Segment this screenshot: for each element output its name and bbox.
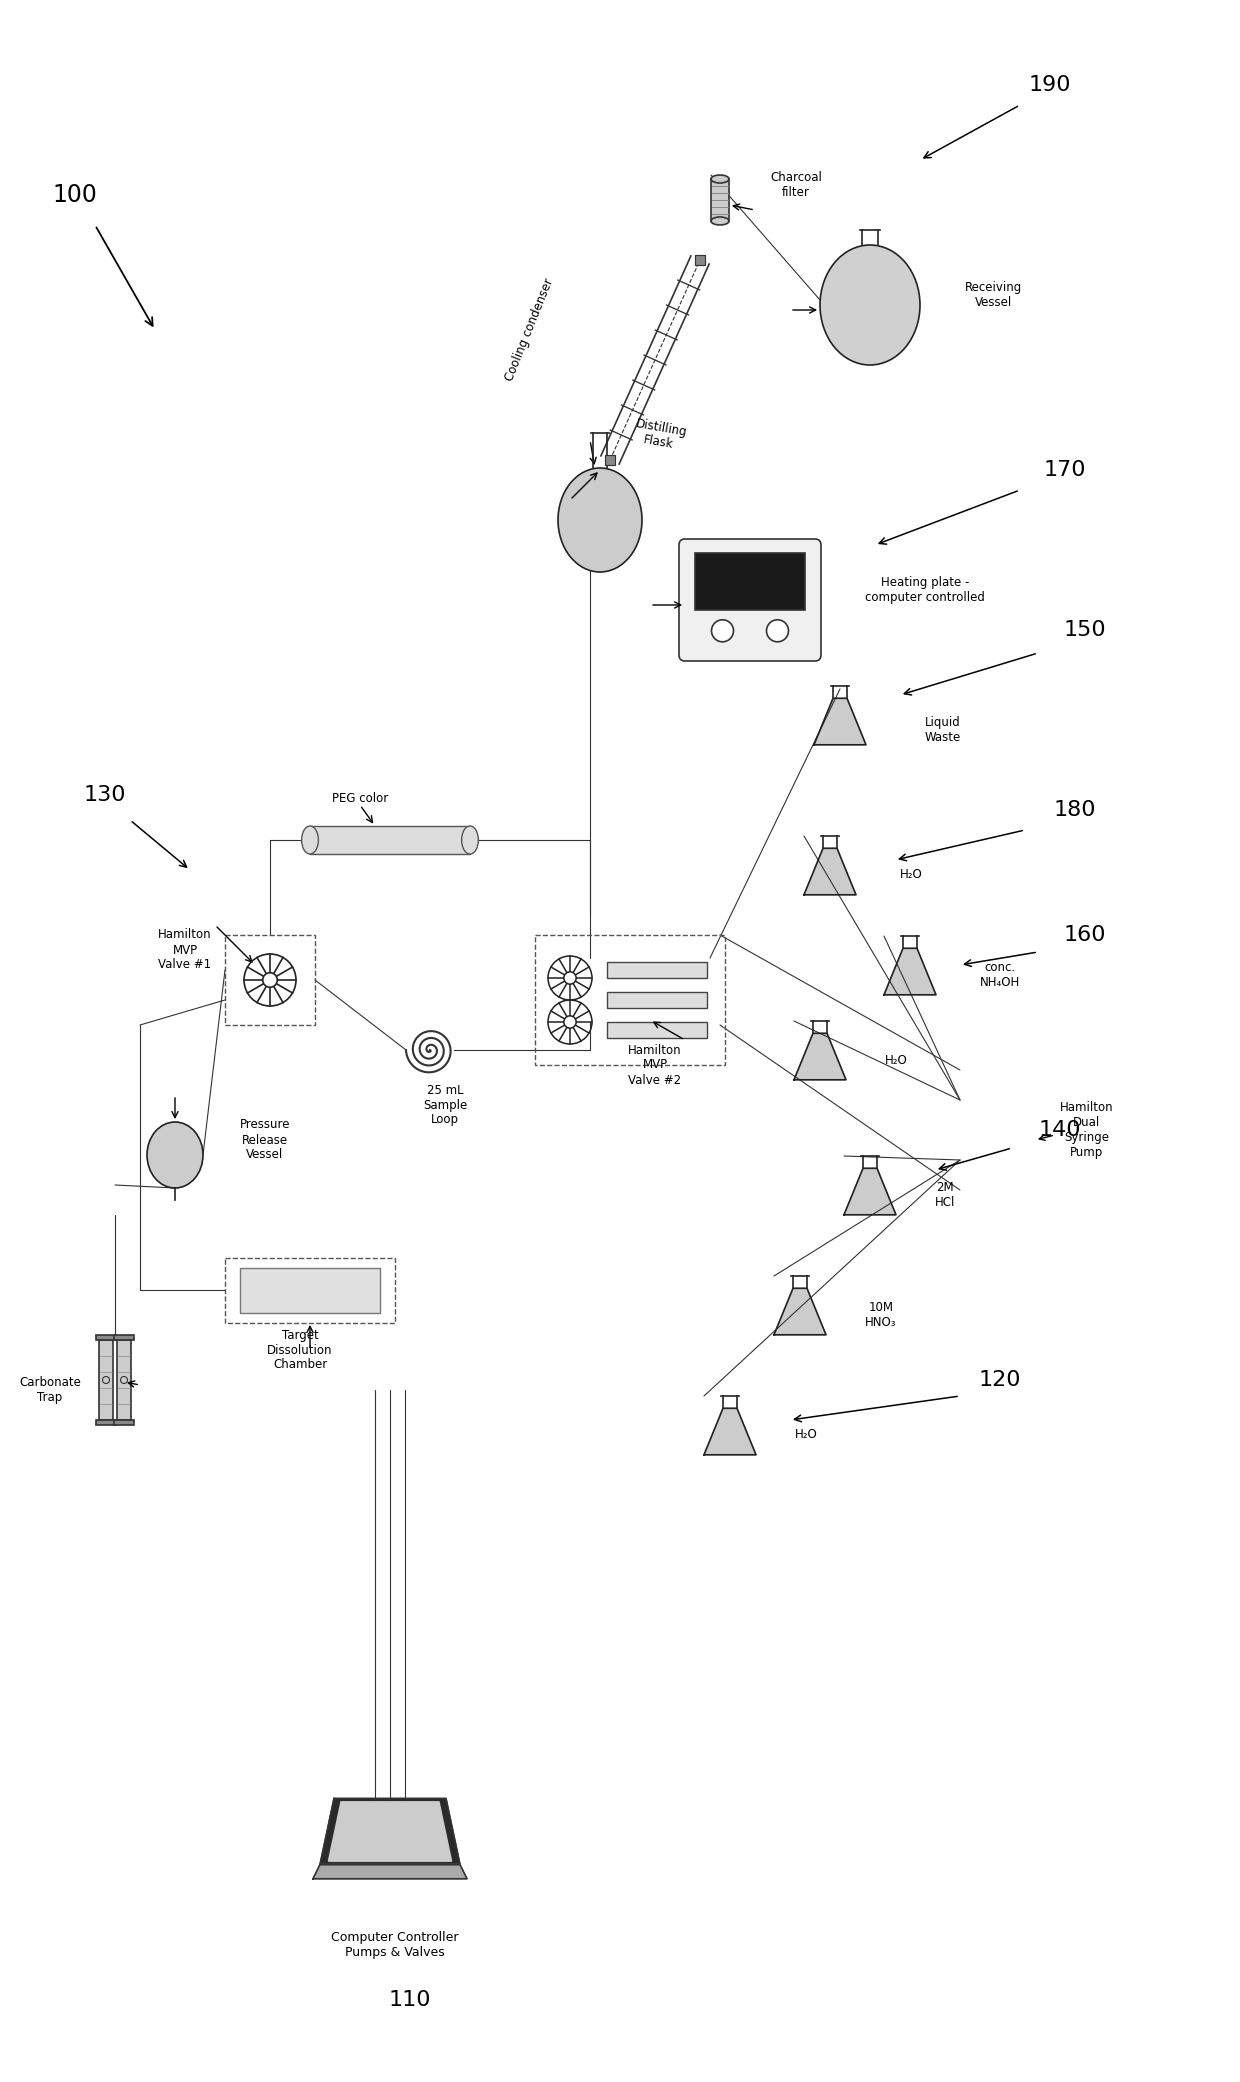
Text: Cooling condenser: Cooling condenser — [503, 277, 557, 383]
Text: conc.
NH₄OH: conc. NH₄OH — [980, 962, 1021, 989]
Text: 2M
HCl: 2M HCl — [935, 1180, 955, 1210]
Polygon shape — [884, 947, 936, 995]
Text: 100: 100 — [52, 183, 98, 206]
Polygon shape — [804, 847, 856, 895]
Bar — [241, 1268, 379, 1312]
Polygon shape — [320, 1799, 460, 1865]
Bar — [608, 1022, 707, 1039]
Circle shape — [766, 620, 789, 641]
Polygon shape — [774, 1289, 826, 1335]
Bar — [95, 1335, 117, 1341]
Ellipse shape — [148, 1122, 203, 1189]
Bar — [99, 1341, 113, 1420]
Bar — [117, 1341, 131, 1420]
Polygon shape — [813, 697, 866, 745]
Text: PEG color: PEG color — [332, 791, 388, 804]
Text: Hamilton
MVP
Valve #1: Hamilton MVP Valve #1 — [159, 929, 212, 972]
Text: 140: 140 — [1039, 1120, 1081, 1141]
Text: 190: 190 — [1029, 75, 1071, 96]
Polygon shape — [704, 1407, 756, 1455]
Bar — [95, 1420, 117, 1424]
Circle shape — [564, 972, 577, 985]
Ellipse shape — [301, 827, 319, 854]
Text: Target
Dissolution
Chamber: Target Dissolution Chamber — [268, 1328, 332, 1372]
Text: 180: 180 — [1054, 799, 1096, 820]
Text: Computer Controller
Pumps & Valves: Computer Controller Pumps & Valves — [331, 1930, 459, 1959]
Text: Liquid
Waste: Liquid Waste — [925, 716, 961, 743]
FancyBboxPatch shape — [680, 539, 821, 660]
Circle shape — [564, 1016, 577, 1029]
Circle shape — [712, 620, 734, 641]
Bar — [711, 179, 729, 221]
Ellipse shape — [558, 468, 642, 573]
Bar — [310, 827, 470, 854]
Text: H₂O: H₂O — [795, 1428, 817, 1441]
Bar — [114, 1335, 134, 1341]
Text: 170: 170 — [1044, 460, 1086, 481]
Bar — [608, 991, 707, 1008]
Text: Distilling
Flask: Distilling Flask — [632, 416, 688, 454]
Ellipse shape — [711, 217, 729, 225]
Text: Hamilton
Dual
Syringe
Pump: Hamilton Dual Syringe Pump — [1060, 1101, 1114, 1160]
Text: 10M
HNO₃: 10M HNO₃ — [866, 1301, 897, 1328]
Polygon shape — [312, 1865, 467, 1878]
Bar — [534, 935, 725, 1066]
Bar — [224, 935, 315, 1024]
Ellipse shape — [820, 246, 920, 364]
Text: Pressure
Release
Vessel: Pressure Release Vessel — [239, 1118, 290, 1162]
Polygon shape — [794, 1033, 846, 1081]
Text: Charcoal
filter: Charcoal filter — [770, 171, 822, 200]
Text: 130: 130 — [84, 785, 126, 806]
Polygon shape — [329, 1801, 451, 1861]
Text: 160: 160 — [1064, 924, 1106, 945]
Text: Heating plate -
computer controlled: Heating plate - computer controlled — [866, 577, 985, 604]
Bar — [114, 1420, 134, 1424]
Bar — [694, 254, 706, 264]
Polygon shape — [844, 1168, 897, 1214]
Text: 110: 110 — [389, 1990, 432, 2009]
Ellipse shape — [711, 175, 729, 183]
Text: H₂O: H₂O — [885, 1053, 908, 1066]
Text: 150: 150 — [1064, 620, 1106, 639]
Text: H₂O: H₂O — [900, 868, 923, 881]
Text: 120: 120 — [978, 1370, 1022, 1391]
Bar — [224, 1258, 396, 1322]
Text: 25 mL
Sample
Loop: 25 mL Sample Loop — [423, 1083, 467, 1126]
Bar — [608, 962, 707, 979]
Text: Carbonate
Trap: Carbonate Trap — [19, 1376, 81, 1403]
Circle shape — [263, 972, 278, 987]
Bar — [694, 554, 805, 610]
Text: Receiving
Vessel: Receiving Vessel — [965, 281, 1022, 308]
Ellipse shape — [461, 827, 479, 854]
Text: Hamilton
MVP
Valve #2: Hamilton MVP Valve #2 — [629, 1043, 682, 1087]
Bar — [605, 456, 615, 464]
